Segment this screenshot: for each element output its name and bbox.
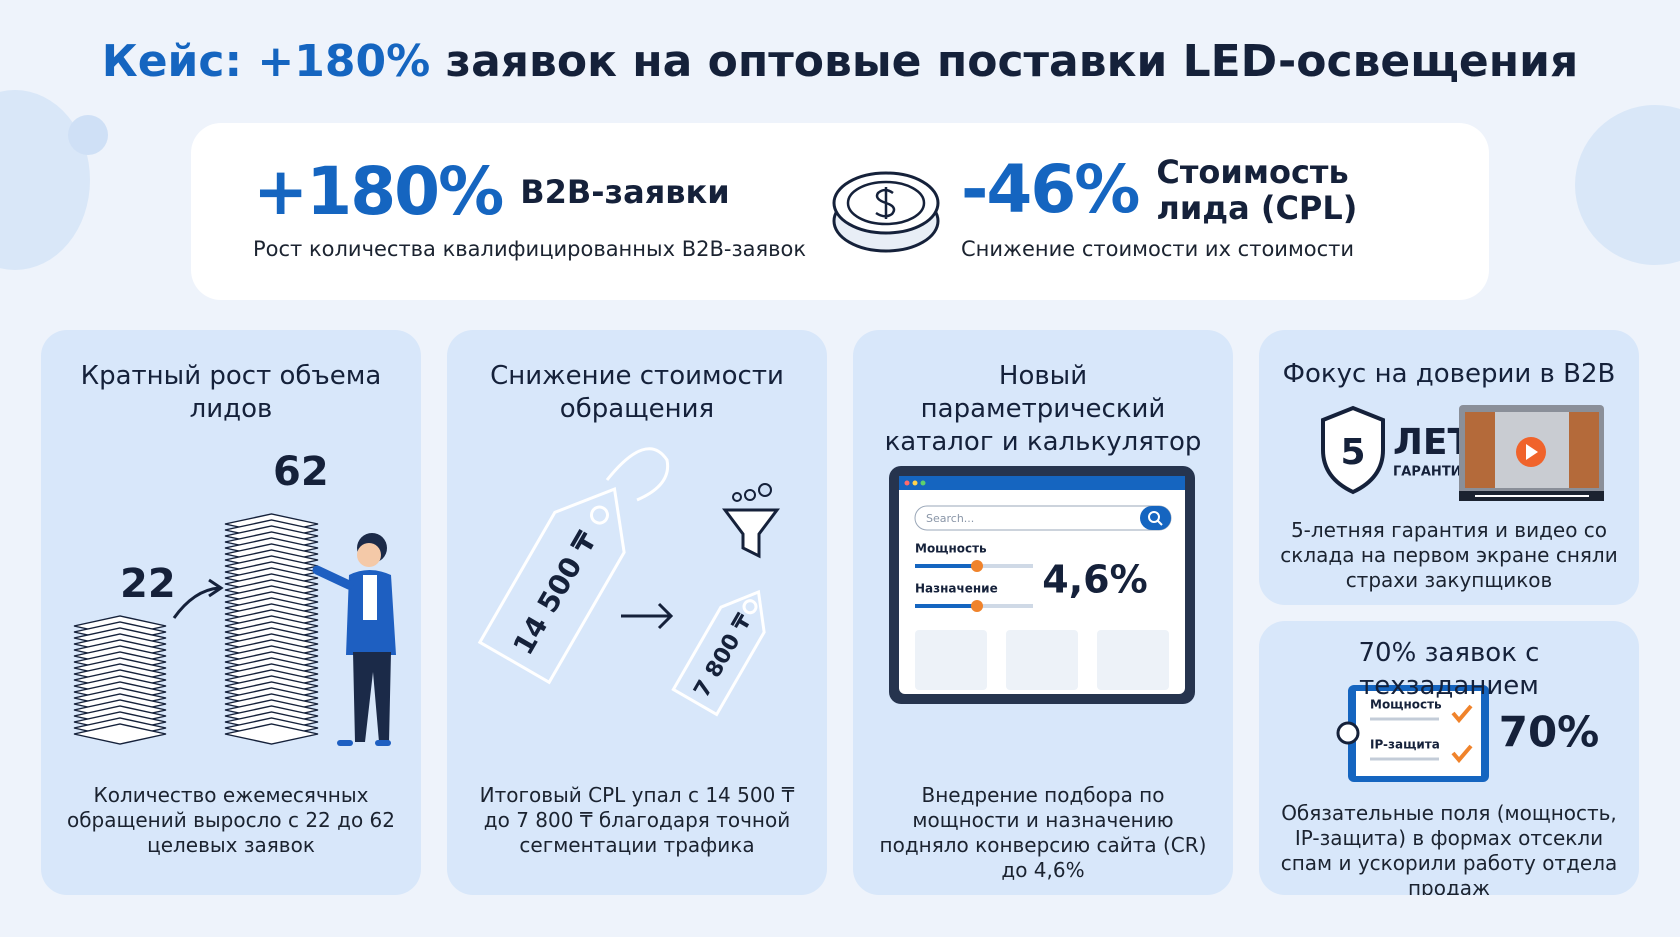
price-illustration: 14 500 ₸ 7 800 ₸	[477, 447, 780, 717]
badge-number: 5	[1340, 432, 1365, 473]
card-text: Итоговый CPL упал с 14 500 ₸ до 7 800 ₸ …	[479, 783, 795, 857]
kpi: -46% Стоимость лида (CPL)	[961, 151, 1376, 228]
before-number: 22	[120, 561, 176, 607]
title-rest: заявок на оптовые поставки LED-освещения	[445, 36, 1579, 87]
card-text: Обязательные поля (мощность, IP-защита) …	[1280, 801, 1618, 895]
card-title: Фокус на доверии в B2B	[1282, 359, 1616, 389]
kpi-label: Стоимость лида (CPL)	[1156, 152, 1358, 227]
card-title: Новый параметрический каталог и калькуля…	[884, 361, 1202, 457]
card-title: 70% заявок с техзаданием	[1358, 638, 1540, 701]
card-title: Кратный рост объема лидов	[80, 361, 382, 424]
paper-sheet	[224, 723, 319, 745]
catalog-illustration: Search... Мощность Назначение 4,6%	[889, 466, 1195, 704]
form-field: Мощность	[1370, 698, 1442, 712]
filter-label: Мощность	[915, 542, 987, 556]
page-title: Кейс: +180% заявок на оптовые поставки L…	[0, 36, 1680, 87]
card: 22 62 Кратный рост объема лидов Количест…	[41, 330, 421, 895]
card-text: Внедрение подбора по мощности и назначен…	[879, 783, 1207, 882]
old-price: 14 500 ₸	[507, 525, 604, 660]
decor-blob	[1575, 105, 1680, 265]
kpi-value: -46%	[961, 151, 1140, 228]
kpi-description: Рост количества квалифицированных B2B-за…	[253, 237, 807, 261]
card-title: Снижение стоимости обращения	[490, 361, 784, 424]
card: Search... Мощность Назначение 4,6% Новый…	[853, 330, 1233, 895]
form-field: IP-защита	[1370, 738, 1440, 752]
card: Мощность IP-защита 70% 70% заявок с техз…	[1259, 621, 1639, 895]
form-illustration: Мощность IP-защита 70%	[1336, 685, 1600, 782]
kpi-label: B2B-заявки	[520, 172, 730, 211]
conversion-metric: 4,6%	[1042, 558, 1147, 602]
filter-label: Назначение	[915, 582, 998, 596]
warranty-illustration: 5 ЛЕТ ГАРАНТИЯ	[1321, 405, 1604, 501]
card: 5 ЛЕТ ГАРАНТИЯ Фокус на доверии в B2B 5-…	[1259, 330, 1639, 605]
kpi-panel: +180% B2B-заявки Рост количества квалифи…	[191, 123, 1489, 300]
new-price: 7 800 ₸	[690, 609, 758, 702]
leads-illustration: 22 62	[73, 449, 396, 746]
card-text: 5-летняя гарантия и видео со склада на п…	[1280, 518, 1618, 592]
badge-subtitle: ГАРАНТИЯ	[1393, 465, 1472, 480]
coin-icon	[832, 171, 940, 253]
after-number: 62	[273, 449, 329, 495]
kpi-description: Снижение стоимости их стоимости	[961, 237, 1355, 261]
card: 14 500 ₸ 7 800 ₸ Снижение стоимости обра…	[447, 330, 827, 895]
decor-blob	[68, 115, 108, 155]
kpi: +180% B2B-заявки	[253, 153, 730, 230]
paper-sheet	[73, 723, 167, 745]
card-text: Количество ежемесячных обращений выросло…	[66, 783, 395, 857]
title-highlight: Кейс: +180%	[101, 36, 431, 87]
search-placeholder: Search...	[926, 512, 974, 525]
kpi-value: +180%	[253, 153, 504, 230]
spec-metric: 70%	[1499, 708, 1600, 757]
